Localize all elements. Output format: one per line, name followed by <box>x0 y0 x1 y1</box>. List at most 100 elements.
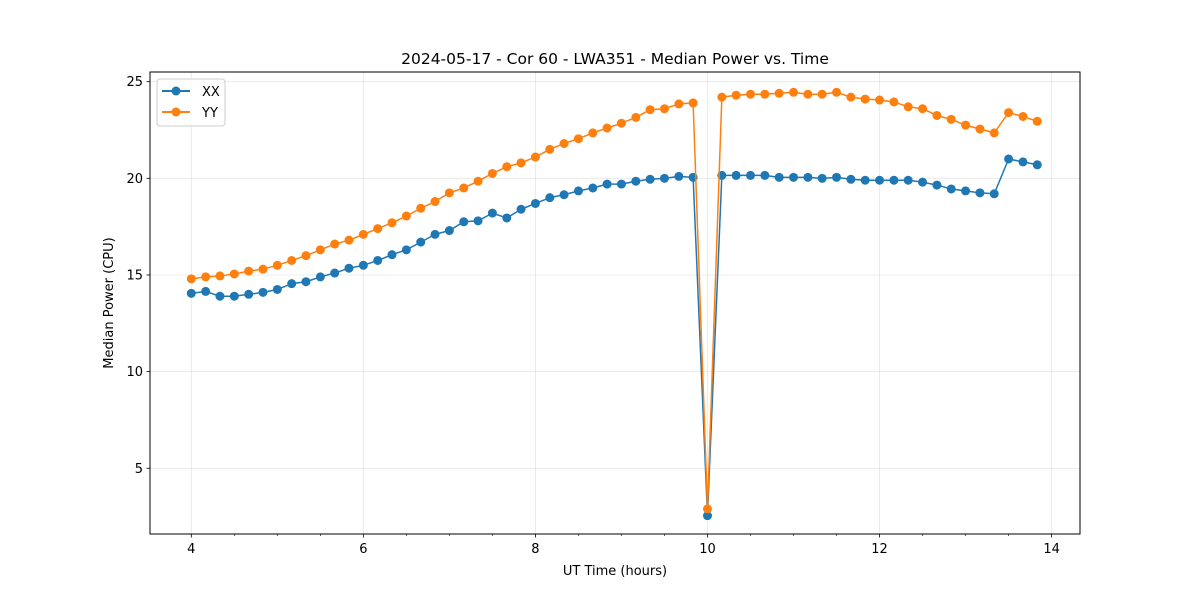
data-point-xx <box>244 289 254 299</box>
data-point-yy <box>272 260 282 270</box>
data-point-yy <box>502 162 512 172</box>
data-point-xx <box>846 174 856 184</box>
data-point-xx <box>1004 154 1014 164</box>
data-point-xx <box>832 172 842 182</box>
data-point-xx <box>645 174 655 184</box>
data-point-yy <box>1018 111 1028 121</box>
data-point-xx <box>215 291 225 301</box>
data-point-yy <box>789 87 799 97</box>
data-point-yy <box>760 89 770 99</box>
x-tick-label: 12 <box>871 542 888 557</box>
data-point-yy <box>616 118 626 128</box>
data-point-yy <box>444 188 454 198</box>
data-point-yy <box>430 197 440 207</box>
data-point-xx <box>344 263 354 273</box>
data-point-yy <box>774 88 784 98</box>
data-point-xx <box>659 173 669 183</box>
data-point-xx <box>502 213 512 223</box>
series-xx <box>186 154 1042 521</box>
data-point-xx <box>631 176 641 186</box>
data-point-xx <box>989 189 999 199</box>
data-point-yy <box>330 239 340 249</box>
series-yy <box>186 87 1042 514</box>
data-point-yy <box>559 139 569 149</box>
data-point-yy <box>573 134 583 144</box>
data-point-yy <box>530 152 540 162</box>
data-point-yy <box>416 203 426 213</box>
data-point-xx <box>229 291 239 301</box>
data-point-xx <box>545 193 555 203</box>
data-point-xx <box>315 272 325 282</box>
x-tick-label: 10 <box>699 542 716 557</box>
y-tick-label: 10 <box>126 365 143 380</box>
data-point-xx <box>530 198 540 208</box>
data-point-yy <box>201 272 211 282</box>
legend: XX YY <box>156 78 226 127</box>
data-point-yy <box>889 97 899 107</box>
data-point-yy <box>932 110 942 120</box>
data-point-xx <box>674 171 684 181</box>
data-point-xx <box>702 511 712 521</box>
data-point-yy <box>702 504 712 514</box>
data-point-xx <box>903 175 913 185</box>
data-point-yy <box>459 183 469 193</box>
data-point-yy <box>674 99 684 109</box>
data-point-yy <box>717 92 727 102</box>
data-point-yy <box>803 89 813 99</box>
data-point-yy <box>631 112 641 122</box>
data-point-xx <box>559 190 569 200</box>
legend-marker-yy <box>171 107 181 117</box>
legend-marker-xx <box>171 86 181 96</box>
y-tick-label: 5 <box>135 462 143 477</box>
data-point-yy <box>645 105 655 115</box>
y-tick-label: 15 <box>126 268 143 283</box>
data-point-xx <box>961 186 971 196</box>
data-point-yy <box>688 98 698 108</box>
data-point-yy <box>903 102 913 112</box>
data-point-xx <box>287 279 297 289</box>
data-point-yy <box>946 114 956 124</box>
data-point-yy <box>1004 108 1014 118</box>
data-point-xx <box>946 184 956 194</box>
data-point-yy <box>358 229 368 239</box>
data-point-yy <box>659 104 669 114</box>
data-point-yy <box>545 144 555 154</box>
data-point-xx <box>745 170 755 180</box>
data-point-xx <box>516 204 526 214</box>
data-point-xx <box>373 255 383 265</box>
data-point-xx <box>731 170 741 180</box>
data-point-yy <box>287 255 297 265</box>
data-point-yy <box>832 87 842 97</box>
data-point-yy <box>817 89 827 99</box>
data-point-yy <box>373 224 383 234</box>
data-point-xx <box>602 179 612 189</box>
data-point-yy <box>315 245 325 255</box>
x-axis-label: UT Time (hours) <box>563 564 667 579</box>
data-point-yy <box>258 264 268 274</box>
data-point-xx <box>588 183 598 193</box>
data-point-xx <box>401 245 411 255</box>
plot-frame <box>149 71 1081 535</box>
data-point-xx <box>760 170 770 180</box>
y-tick-label: 20 <box>126 172 143 187</box>
data-point-xx <box>258 287 268 297</box>
legend-label-yy: YY <box>201 106 218 121</box>
x-tick-label: 8 <box>531 542 539 557</box>
data-point-yy <box>401 211 411 221</box>
data-point-yy <box>731 90 741 100</box>
data-point-xx <box>1018 157 1028 167</box>
data-point-xx <box>932 180 942 190</box>
data-point-yy <box>487 168 497 178</box>
data-point-yy <box>602 123 612 133</box>
data-point-yy <box>588 128 598 138</box>
data-point-xx <box>330 268 340 278</box>
data-point-yy <box>918 104 928 114</box>
data-point-xx <box>860 175 870 185</box>
data-point-xx <box>416 237 426 247</box>
chart-title: 2024-05-17 - Cor 60 - LWA351 - Median Po… <box>401 50 829 68</box>
data-point-yy <box>875 95 885 105</box>
data-point-yy <box>344 235 354 245</box>
plot-series <box>186 87 1042 521</box>
data-point-xx <box>889 175 899 185</box>
data-point-yy <box>215 271 225 281</box>
